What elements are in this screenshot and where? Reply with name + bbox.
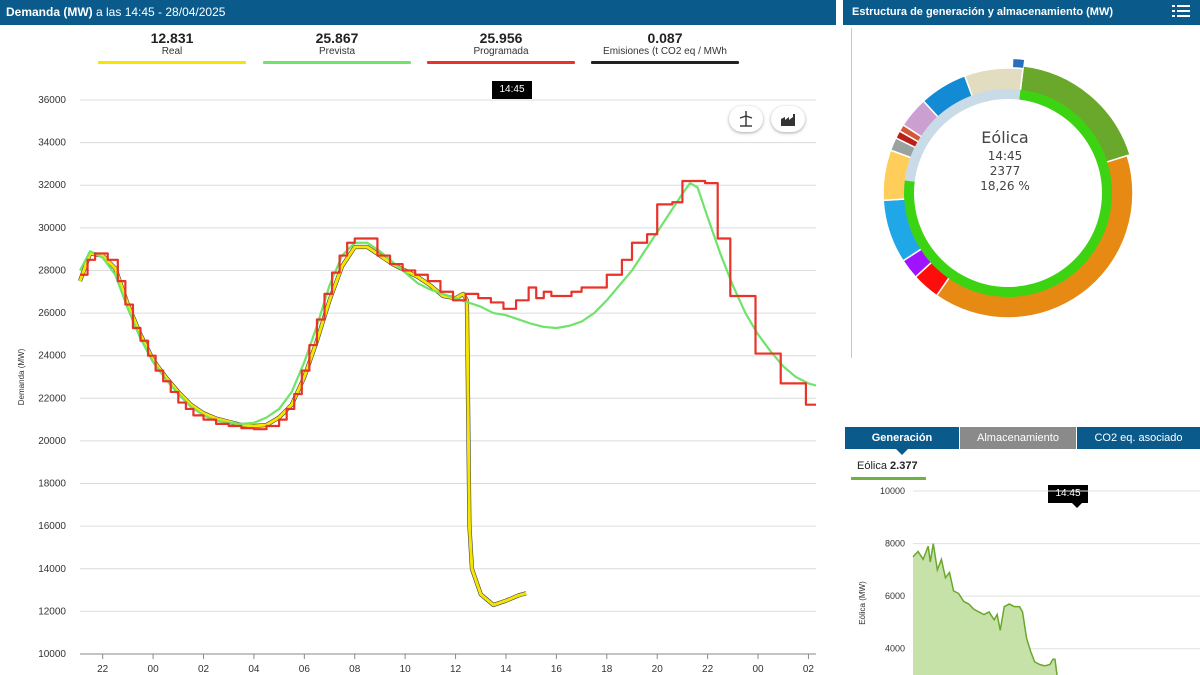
mini-y-tick-label: 4000 xyxy=(885,644,905,654)
legend-label: Prevista xyxy=(318,46,356,57)
structure-header: Estructura de generación y almacenamient… xyxy=(843,0,1200,25)
legend-label: Emisiones (t CO2 eq / MWh xyxy=(603,46,727,57)
mini-label-name: Eólica xyxy=(857,460,887,472)
demand-header: Demanda (MW) a las 14:45 - 28/04/2025 xyxy=(0,0,836,25)
donut-marker xyxy=(1013,59,1025,68)
x-tick-label: 04 xyxy=(248,664,260,675)
legend-swatch xyxy=(591,61,739,64)
factory-button[interactable] xyxy=(771,106,805,132)
x-tick-label: 12 xyxy=(450,664,462,675)
wind-mini-chart[interactable]: 4000 6000 8000 10000 Eólica (MW) xyxy=(845,480,1200,675)
mini-y-tick-label: 6000 xyxy=(885,591,905,601)
y-tick-label: 30000 xyxy=(38,223,66,234)
y-tick-label: 18000 xyxy=(38,479,66,490)
demand-chart[interactable]: 10000 12000 14000 16000 18000 20000 22000 24000… xyxy=(0,88,836,675)
donut-value: 2377 xyxy=(989,164,1021,178)
hamburger-list-icon[interactable] xyxy=(1172,5,1190,19)
generation-donut[interactable] xyxy=(860,55,1160,335)
mini-series-label[interactable]: Eólica 2.377 xyxy=(857,460,918,472)
y-tick-label: 24000 xyxy=(38,351,66,362)
tab-co2[interactable]: CO2 eq. asociado xyxy=(1077,427,1200,449)
legend-value: 25.867 xyxy=(315,30,359,46)
legend-swatch xyxy=(98,61,246,64)
structure-title: Estructura de generación y almacenamient… xyxy=(852,6,1114,18)
x-tick-label: 02 xyxy=(803,664,815,675)
y-tick-label: 12000 xyxy=(38,606,66,617)
mini-y-axis-label: Eólica (MW) xyxy=(858,581,867,625)
x-tick-label: 10 xyxy=(400,664,412,675)
y-tick-label: 22000 xyxy=(38,393,66,404)
y-tick-label: 28000 xyxy=(38,265,66,276)
series-prevista[interactable] xyxy=(79,182,817,425)
factory-icon xyxy=(781,114,795,126)
x-tick-label: 08 xyxy=(349,664,361,675)
mini-tooltip-pointer-icon xyxy=(1072,503,1082,508)
legend-emisiones[interactable]: 0.087 Emisiones (t CO2 eq / MWh xyxy=(590,31,740,64)
y-tick-label: 16000 xyxy=(38,521,66,532)
donut-time: 14:45 xyxy=(987,149,1023,163)
legend-programada[interactable]: 25.956 Programada xyxy=(426,31,576,64)
x-tick-label: 18 xyxy=(601,664,613,675)
y-tick-label: 32000 xyxy=(38,180,66,191)
demand-title: Demanda (MW) xyxy=(6,5,93,19)
donut-inner-gap xyxy=(915,100,1101,286)
time-tooltip: 14:45 xyxy=(492,81,532,99)
demand-subtitle: a las 14:45 - 28/04/2025 xyxy=(92,5,226,19)
legend-label: Programada xyxy=(473,46,529,57)
x-tick-label: 14 xyxy=(500,664,512,675)
y-tick-label: 10000 xyxy=(38,649,66,660)
mini-time-tooltip: 14:45 xyxy=(1048,485,1088,503)
legend-label: Real xyxy=(161,46,183,57)
x-tick-label: 22 xyxy=(97,664,109,675)
x-tick-label: 22 xyxy=(702,664,714,675)
y-axis-label: Demanda (MW) xyxy=(17,348,26,405)
x-tick-label: 20 xyxy=(652,664,664,675)
wind-turbine-button[interactable] xyxy=(729,106,763,132)
inner-ring-storage-light xyxy=(904,88,1021,182)
x-tick-label: 00 xyxy=(148,664,160,675)
tab-almacenamiento[interactable]: Almacenamiento xyxy=(960,427,1076,449)
x-tick-label: 02 xyxy=(198,664,210,675)
y-tick-label: 26000 xyxy=(38,308,66,319)
legend-real[interactable]: 12.831 Real xyxy=(97,31,247,64)
legend-prevista[interactable]: 25.867 Prevista xyxy=(262,31,412,64)
legend-value: 12.831 xyxy=(150,30,194,46)
x-tick-label: 16 xyxy=(551,664,563,675)
legend-swatch xyxy=(427,61,575,64)
legend-swatch xyxy=(263,61,411,64)
active-tab-pointer-icon xyxy=(895,448,909,455)
mini-y-tick-label: 10000 xyxy=(880,486,905,496)
tab-generacion[interactable]: Generación xyxy=(845,427,959,449)
legend-value: 0.087 xyxy=(647,30,683,46)
mini-label-value: 2.377 xyxy=(890,460,918,472)
mini-y-tick-label: 8000 xyxy=(885,539,905,549)
series-programada[interactable] xyxy=(80,179,816,431)
mini-series-underline xyxy=(851,477,926,480)
mini-area-fill xyxy=(913,543,1057,675)
y-tick-label: 20000 xyxy=(38,436,66,447)
y-tick-label: 14000 xyxy=(38,564,66,575)
donut-label: Eólica xyxy=(981,128,1029,147)
y-tick-label: 36000 xyxy=(38,95,66,106)
x-tick-label: 06 xyxy=(299,664,311,675)
donut-percent: 18,26 % xyxy=(980,179,1030,193)
wind-turbine-icon xyxy=(739,111,753,127)
donut-center: Eólica 14:45 2377 18,26 % xyxy=(930,128,1080,193)
legend-value: 25.956 xyxy=(479,30,523,46)
panel-divider xyxy=(851,28,852,358)
x-tick-label: 00 xyxy=(752,664,764,675)
y-tick-label: 34000 xyxy=(38,138,66,149)
mini-series-eolica[interactable] xyxy=(912,543,1058,675)
